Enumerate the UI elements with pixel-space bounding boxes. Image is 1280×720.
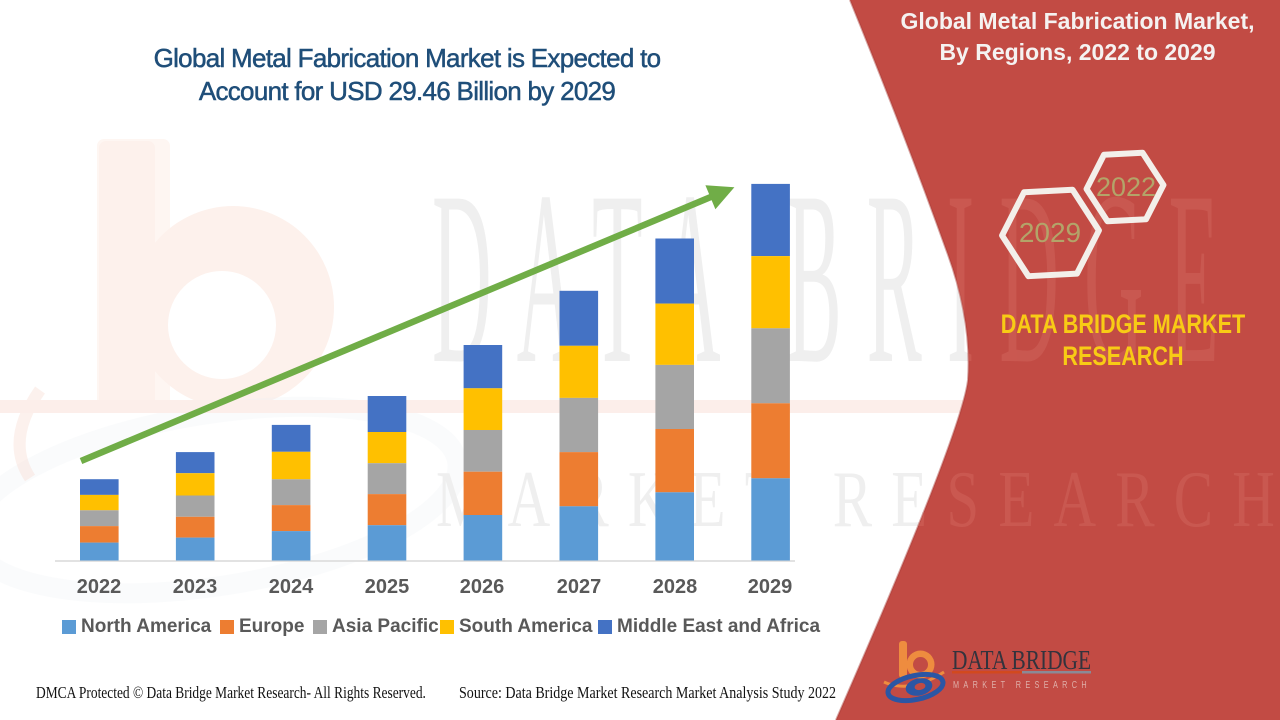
svg-text:DATA BRIDGE: DATA BRIDGE [952,645,1091,675]
svg-text:2022: 2022 [1096,172,1156,202]
svg-text:MARKET RESEARCH: MARKET RESEARCH [953,680,1091,691]
svg-text:2029: 2029 [1019,217,1081,248]
